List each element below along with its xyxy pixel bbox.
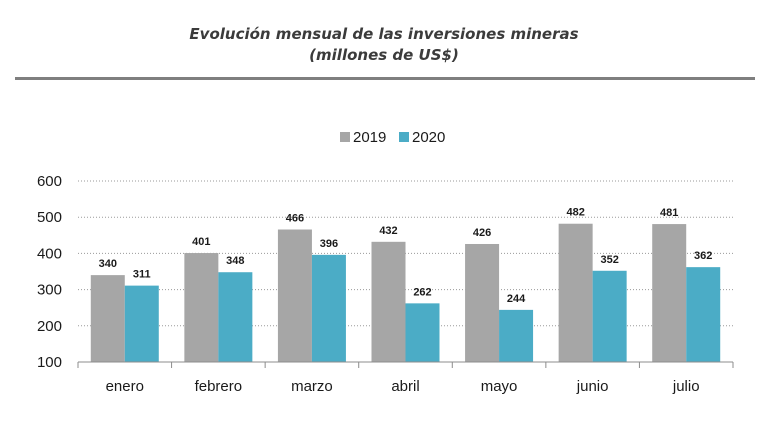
- bar-2019-enero: [90, 275, 125, 362]
- legend: 2019 2020: [340, 129, 445, 146]
- bars: [90, 223, 721, 362]
- bar-2020-enero: [124, 285, 159, 362]
- data-label: 481: [660, 207, 678, 219]
- x-tick-label: enero: [106, 378, 144, 395]
- x-tick-label: abril: [391, 378, 419, 395]
- data-labels: 340 311 401 348 466 396 432 262 426 244 482 352 481 3…: [99, 207, 713, 305]
- data-label: 352: [600, 254, 618, 266]
- data-label: 340: [99, 258, 117, 270]
- y-axis: 100 200 300 400 500 600: [37, 173, 62, 371]
- x-axis: enero febrero marzo abril mayo junio julio: [77, 361, 734, 395]
- x-tick-label: febrero: [195, 378, 243, 395]
- bar-2019-marzo: [277, 229, 312, 362]
- legend-label-2020: 2020: [412, 129, 445, 146]
- data-label: 311: [133, 269, 151, 281]
- bar-2019-mayo: [465, 243, 500, 362]
- bar-2019-julio: [652, 224, 687, 362]
- data-label: 432: [379, 225, 397, 237]
- y-tick-label: 300: [37, 282, 62, 299]
- data-label: 244: [507, 293, 526, 305]
- y-tick-label: 400: [37, 245, 62, 262]
- chart-title: Evolución mensual de las inversiones min…: [189, 25, 579, 43]
- bar-2020-febrero: [218, 272, 253, 362]
- data-label: 362: [694, 250, 712, 262]
- bar-2020-junio: [592, 270, 627, 362]
- y-tick-label: 500: [37, 209, 62, 226]
- x-tick-label: julio: [672, 378, 700, 395]
- legend-label-2019: 2019: [353, 129, 386, 146]
- x-tick-label: marzo: [291, 378, 333, 395]
- chart-title-block: Evolución mensual de las inversiones min…: [0, 24, 768, 66]
- data-label: 426: [473, 227, 491, 239]
- chart-subtitle: (millones de US$): [309, 46, 459, 64]
- bar-2020-marzo: [311, 254, 346, 362]
- legend-swatch-2019: [340, 132, 350, 142]
- title-divider: [15, 77, 755, 80]
- legend-swatch-2020: [399, 132, 409, 142]
- y-tick-label: 100: [37, 354, 62, 371]
- data-label: 466: [286, 213, 304, 225]
- data-label: 401: [192, 236, 210, 248]
- data-label: 262: [413, 286, 431, 298]
- data-label: 348: [226, 255, 244, 267]
- bar-2020-abril: [405, 303, 440, 362]
- bar-2019-febrero: [184, 253, 219, 362]
- x-tick-label: mayo: [481, 378, 518, 395]
- y-tick-label: 200: [37, 318, 62, 335]
- bar-2020-julio: [686, 267, 721, 362]
- x-tick-label: junio: [576, 378, 609, 395]
- bar-2019-abril: [371, 241, 406, 362]
- y-tick-label: 600: [37, 173, 62, 190]
- bar-2019-junio: [558, 223, 593, 362]
- bar-2020-mayo: [499, 309, 534, 362]
- data-label: 396: [320, 238, 338, 250]
- data-label: 482: [566, 207, 584, 219]
